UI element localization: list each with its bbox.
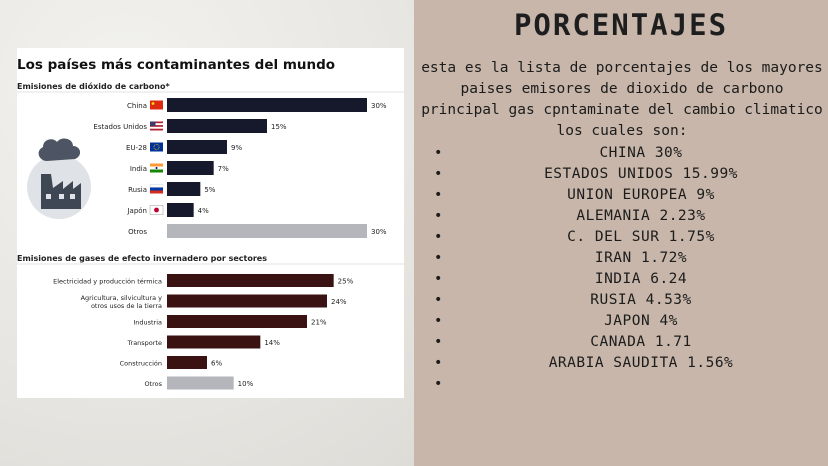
bar-category-label: Agricultura, silvicultura y otros usos de…: [81, 294, 163, 310]
bar-value-label: 10%: [238, 380, 254, 388]
list-item: • JAPON 4%: [434, 313, 678, 329]
emissions-chart-card: Los países más contaminantes del mundo E…: [17, 48, 404, 398]
bullet-icon: •: [434, 208, 443, 224]
list-item: • INDIA 6.24: [434, 271, 688, 287]
panel-intro-text: esta es la lista de porcentajes de los m…: [421, 60, 823, 139]
list-item: • UNION EUROPEA 9%: [434, 187, 715, 203]
bar-category-label: India: [130, 165, 147, 173]
bar-category-label: EU-28: [126, 144, 147, 152]
bar-value-label: 30%: [371, 228, 387, 236]
china-flag-icon: [150, 100, 163, 110]
bar: [167, 356, 207, 369]
emissions-chart: Los países más contaminantes del mundo E…: [17, 57, 404, 390]
bullet-icon: •: [434, 250, 443, 266]
bar-value-label: 4%: [198, 207, 209, 215]
bar-category-label: Electricidad y producción térmica: [53, 278, 162, 286]
bullet-icon: •: [434, 292, 443, 308]
india-flag-icon: [150, 163, 163, 173]
bar-category-label: Rusia: [128, 186, 147, 194]
bar: [167, 274, 334, 287]
bullet-icon: •: [434, 187, 443, 203]
bar: [167, 335, 261, 349]
bar-value-label: 14%: [264, 339, 280, 347]
bullet-icon: •: [434, 355, 443, 371]
bar: [167, 140, 227, 154]
bullet-icon: •: [434, 229, 443, 245]
bar: [167, 119, 267, 133]
bar-value-label: 24%: [331, 298, 347, 306]
bar: [167, 182, 201, 196]
bar-value-label: 21%: [311, 319, 327, 327]
list-item: • ALEMANIA 2.23%: [434, 208, 706, 224]
list-item: • CHINA 30%: [434, 145, 683, 161]
bar: [167, 161, 214, 175]
bar-category-label: Estados Unidos: [93, 123, 147, 131]
chart-title: Los países más contaminantes del mundo: [17, 57, 335, 73]
bar: [167, 315, 307, 328]
list-item: • ARABIA SAUDITA 1.56%: [434, 355, 734, 371]
bar-category-label: Construcción: [120, 360, 162, 368]
chart-subtitle-sectors: Emisiones de gases de efecto invernadero…: [17, 254, 267, 263]
bar-value-label: 6%: [211, 360, 222, 368]
chart-subtitle-co2: Emisiones de dióxido de carbono*: [17, 81, 170, 91]
bar-value-label: 15%: [271, 123, 287, 131]
factory-pollution-icon: [27, 138, 91, 219]
bar-category-label: Otros: [144, 380, 162, 388]
russia-flag-icon: [149, 184, 164, 194]
bullet-icon: •: [434, 313, 443, 329]
bar-value-label: 7%: [218, 165, 229, 173]
bar-value-label: 5%: [204, 186, 215, 194]
japan-flag-icon: [149, 205, 164, 215]
percentages-panel: PORCENTAJES esta es la lista de porcenta…: [414, 0, 828, 466]
bar-category-label: Japón: [126, 207, 147, 215]
list-item: •: [428, 374, 826, 395]
bar: [167, 224, 367, 238]
usa-flag-icon: [150, 121, 163, 131]
list-item: • ESTADOS UNIDOS 15.99%: [434, 166, 738, 182]
list-item: • CANADA 1.71: [434, 334, 692, 350]
bar-value-label: 25%: [338, 278, 354, 286]
co2-bar-chart: China 30% Estados Unidos 15% EU-28 9% India 7% R…: [93, 98, 387, 238]
bar-value-label: 30%: [371, 102, 387, 110]
bar: [167, 98, 367, 112]
sector-bar-chart: Electricidad y producción térmica 25% Agri…: [53, 274, 354, 390]
bar: [167, 294, 327, 308]
bullet-icon: •: [434, 334, 443, 350]
list-item: • IRAN 1.72%: [434, 250, 688, 266]
list-item: • RUSIA 4.53%: [434, 292, 692, 308]
bullet-icon: •: [434, 166, 443, 182]
bar-category-label: Transporte: [127, 339, 163, 347]
bar-category-label: Otros: [128, 228, 147, 236]
bullet-icon: •: [434, 376, 443, 392]
bullet-icon: •: [434, 271, 443, 287]
bar-category-label: Industria: [133, 319, 162, 327]
panel-title: PORCENTAJES: [513, 8, 729, 42]
eu-flag-icon: [150, 142, 163, 152]
bar-category-label: China: [127, 102, 147, 110]
bullet-icon: •: [434, 145, 443, 161]
list-item: • C. DEL SUR 1.75%: [434, 229, 715, 245]
country-percentage-list: • CHINA 30% • ESTADOS UNIDOS 15.99% • UNION…: [428, 143, 826, 395]
bar: [167, 376, 234, 390]
bar: [167, 203, 194, 217]
bar-value-label: 9%: [231, 144, 242, 152]
